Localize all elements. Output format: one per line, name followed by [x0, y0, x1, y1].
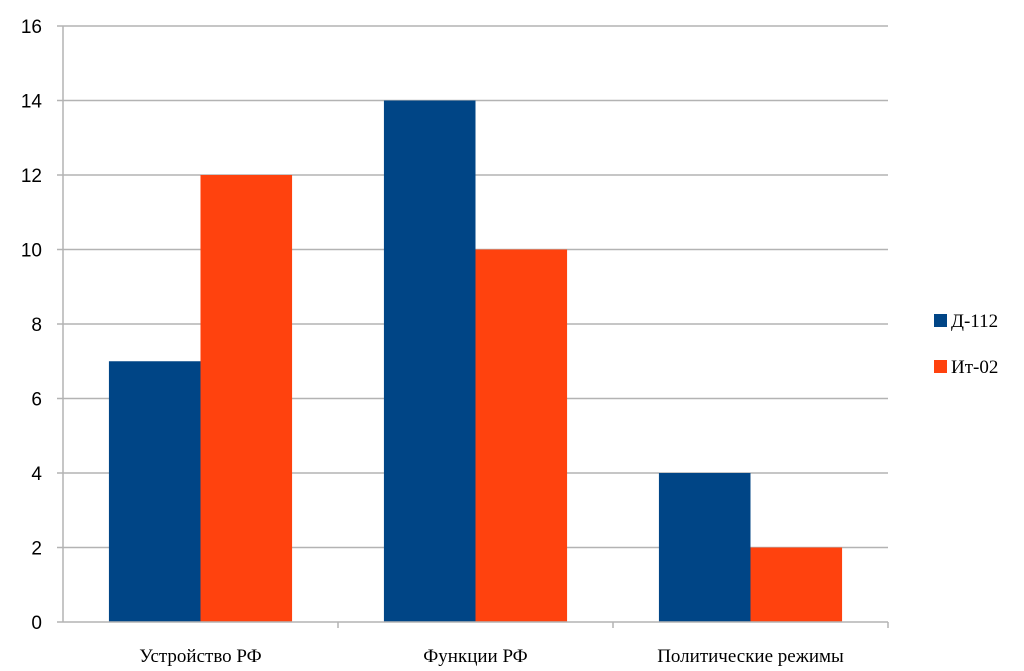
bar-series1	[108, 361, 201, 622]
bar-series2	[750, 547, 843, 622]
legend-swatch	[934, 314, 947, 327]
legend-swatch	[934, 360, 947, 373]
x-category-label: Устройство РФ	[139, 646, 261, 666]
y-tick-label: 12	[21, 166, 42, 187]
legend: Д-112 Ит-02	[934, 311, 998, 378]
axis-labels: 0 2 4 6 8 10 12 14 16 Устройство РФ Функции РФ Поли…	[21, 17, 844, 667]
bar-series2	[200, 175, 293, 622]
y-tick-label: 0	[31, 613, 42, 634]
y-tick-label: 14	[21, 92, 43, 113]
bar-series1	[383, 100, 476, 622]
y-tick-label: 6	[31, 390, 42, 411]
y-tick-label: 4	[31, 464, 42, 485]
y-tick-label: 16	[21, 17, 42, 38]
legend-label: Д-112	[951, 311, 998, 332]
bar-series2	[475, 249, 568, 622]
x-category-label: Политические режимы	[657, 646, 844, 666]
bar-series1	[658, 473, 751, 622]
legend-label: Ит-02	[951, 357, 998, 378]
axes	[57, 25, 889, 628]
y-tick-label: 8	[31, 315, 42, 336]
x-category-label: Функции РФ	[423, 646, 527, 666]
y-tick-label: 2	[31, 539, 42, 560]
bars	[108, 100, 843, 622]
y-tick-label: 10	[21, 241, 42, 262]
